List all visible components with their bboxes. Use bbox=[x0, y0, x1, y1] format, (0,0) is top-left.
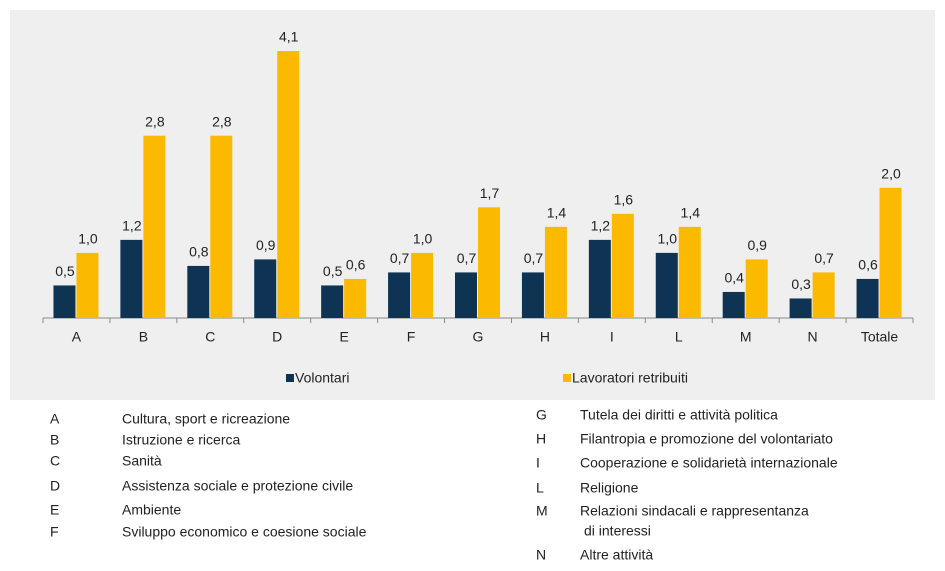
x-tick-label: Totale bbox=[861, 329, 899, 345]
x-tick-label: B bbox=[139, 329, 148, 345]
legend-label: Lavoratori retribuiti bbox=[572, 370, 688, 386]
key-label: Istruzione e ricerca bbox=[122, 432, 240, 448]
bar bbox=[411, 252, 434, 318]
value-label: 0,5 bbox=[55, 263, 75, 279]
legend-swatch bbox=[286, 374, 294, 382]
key-code: N bbox=[536, 547, 546, 563]
bar bbox=[277, 51, 300, 319]
value-label: 0,4 bbox=[724, 270, 744, 286]
value-label: 1,7 bbox=[480, 185, 500, 201]
x-tick-label: F bbox=[407, 329, 416, 345]
key-code: H bbox=[536, 431, 546, 447]
bar bbox=[722, 291, 745, 318]
key-label: Relazioni sindacali e rappresentanza bbox=[580, 503, 809, 519]
x-tick-label: D bbox=[272, 329, 282, 345]
value-label: 1,2 bbox=[122, 218, 142, 234]
key-label: Sanità bbox=[122, 453, 162, 469]
bar bbox=[611, 213, 634, 318]
key-label: Cooperazione e solidarietà internazional… bbox=[580, 455, 838, 471]
bar bbox=[745, 259, 768, 318]
legend-label: Volontari bbox=[295, 370, 349, 386]
bar bbox=[856, 278, 879, 318]
key-code: F bbox=[50, 524, 59, 540]
key-code: M bbox=[536, 503, 548, 519]
key-code: C bbox=[50, 453, 60, 469]
bar bbox=[455, 272, 477, 318]
bar bbox=[521, 272, 544, 318]
value-label: 1,0 bbox=[658, 231, 678, 247]
value-label: 1,0 bbox=[413, 231, 433, 247]
bar bbox=[478, 207, 500, 318]
x-tick-label: M bbox=[740, 329, 752, 345]
bar bbox=[210, 135, 233, 318]
bar bbox=[879, 187, 902, 318]
key-code: E bbox=[50, 502, 59, 518]
bar bbox=[76, 252, 99, 318]
x-tick-label: L bbox=[675, 329, 683, 345]
key-label: Filantropia e promozione del volontariat… bbox=[580, 431, 833, 447]
bar bbox=[344, 278, 367, 318]
key-code: B bbox=[50, 432, 59, 448]
value-label: 0,3 bbox=[791, 276, 811, 292]
x-tick-label: N bbox=[808, 329, 818, 345]
bar bbox=[655, 252, 678, 318]
key-code: L bbox=[536, 480, 544, 496]
value-label: 2,0 bbox=[881, 165, 901, 181]
bar bbox=[812, 272, 835, 318]
value-label: 4,1 bbox=[279, 29, 299, 45]
key-code: A bbox=[50, 411, 60, 427]
bar bbox=[254, 259, 277, 318]
bar bbox=[678, 226, 701, 318]
bar bbox=[53, 285, 76, 318]
key-label: Assistenza sociale e protezione civile bbox=[122, 478, 353, 494]
key-label: di interessi bbox=[584, 523, 651, 539]
bar bbox=[143, 135, 166, 318]
x-tick-label: E bbox=[339, 329, 348, 345]
key-label: Ambiente bbox=[122, 502, 181, 518]
key-label: Sviluppo economico e coesione sociale bbox=[122, 524, 367, 540]
bar bbox=[789, 298, 812, 318]
key-label: Religione bbox=[580, 480, 639, 496]
key-code: D bbox=[50, 478, 60, 494]
value-label: 0,7 bbox=[457, 250, 477, 266]
value-label: 0,9 bbox=[256, 237, 276, 253]
bar bbox=[120, 239, 143, 318]
x-tick-label: A bbox=[72, 329, 82, 345]
value-label: 0,5 bbox=[323, 263, 343, 279]
bar bbox=[321, 285, 344, 318]
value-label: 1,6 bbox=[614, 192, 634, 208]
value-label: 0,6 bbox=[858, 257, 878, 273]
value-label: 2,8 bbox=[145, 113, 165, 129]
x-tick-label: G bbox=[473, 329, 484, 345]
x-tick-label: H bbox=[540, 329, 550, 345]
value-label: 0,7 bbox=[390, 250, 410, 266]
key-code: G bbox=[536, 407, 547, 423]
value-label: 0,7 bbox=[524, 250, 544, 266]
value-label: 1,0 bbox=[78, 231, 98, 247]
value-label: 1,2 bbox=[591, 218, 611, 234]
bar bbox=[187, 265, 210, 318]
bar bbox=[388, 272, 411, 318]
key-label: Altre attività bbox=[580, 547, 653, 563]
value-label: 0,9 bbox=[747, 237, 767, 253]
value-label: 2,8 bbox=[212, 113, 232, 129]
bar bbox=[588, 239, 611, 318]
bar bbox=[544, 226, 567, 318]
value-label: 0,8 bbox=[189, 244, 209, 260]
value-label: 1,4 bbox=[547, 205, 567, 221]
x-tick-label: I bbox=[610, 329, 614, 345]
key-code: I bbox=[536, 455, 540, 471]
key-label: Tutela dei diritti e attività politica bbox=[580, 407, 778, 423]
legend-swatch bbox=[563, 374, 571, 382]
x-tick-label: C bbox=[205, 329, 215, 345]
value-label: 1,4 bbox=[681, 205, 701, 221]
key-label: Cultura, sport e ricreazione bbox=[122, 411, 290, 427]
value-label: 0,6 bbox=[346, 257, 366, 273]
value-label: 0,7 bbox=[814, 250, 834, 266]
